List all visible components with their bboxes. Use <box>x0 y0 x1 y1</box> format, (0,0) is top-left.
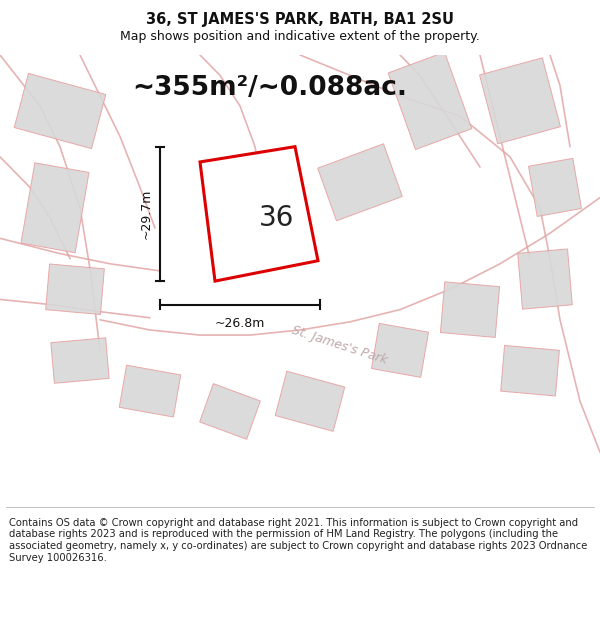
Polygon shape <box>500 346 559 396</box>
Polygon shape <box>388 52 472 149</box>
Polygon shape <box>14 73 106 149</box>
Text: 36: 36 <box>259 204 295 232</box>
Polygon shape <box>21 162 89 252</box>
Polygon shape <box>275 371 345 431</box>
Polygon shape <box>371 323 428 378</box>
Polygon shape <box>46 264 104 314</box>
Text: 36, ST JAMES'S PARK, BATH, BA1 2SU: 36, ST JAMES'S PARK, BATH, BA1 2SU <box>146 12 454 27</box>
Text: Contains OS data © Crown copyright and database right 2021. This information is : Contains OS data © Crown copyright and d… <box>9 518 587 562</box>
Polygon shape <box>200 147 318 281</box>
Polygon shape <box>479 58 560 144</box>
Polygon shape <box>200 384 260 439</box>
Polygon shape <box>51 338 109 383</box>
Polygon shape <box>529 158 581 216</box>
Polygon shape <box>518 249 572 309</box>
Polygon shape <box>440 282 500 338</box>
Text: Map shows position and indicative extent of the property.: Map shows position and indicative extent… <box>120 30 480 43</box>
Text: ~26.8m: ~26.8m <box>215 317 265 330</box>
Text: ~355m²/~0.088ac.: ~355m²/~0.088ac. <box>133 76 407 101</box>
Text: St. James's Park: St. James's Park <box>290 324 389 367</box>
Polygon shape <box>318 144 402 221</box>
Polygon shape <box>220 164 310 252</box>
Text: ~29.7m: ~29.7m <box>139 189 152 239</box>
Polygon shape <box>119 365 181 417</box>
